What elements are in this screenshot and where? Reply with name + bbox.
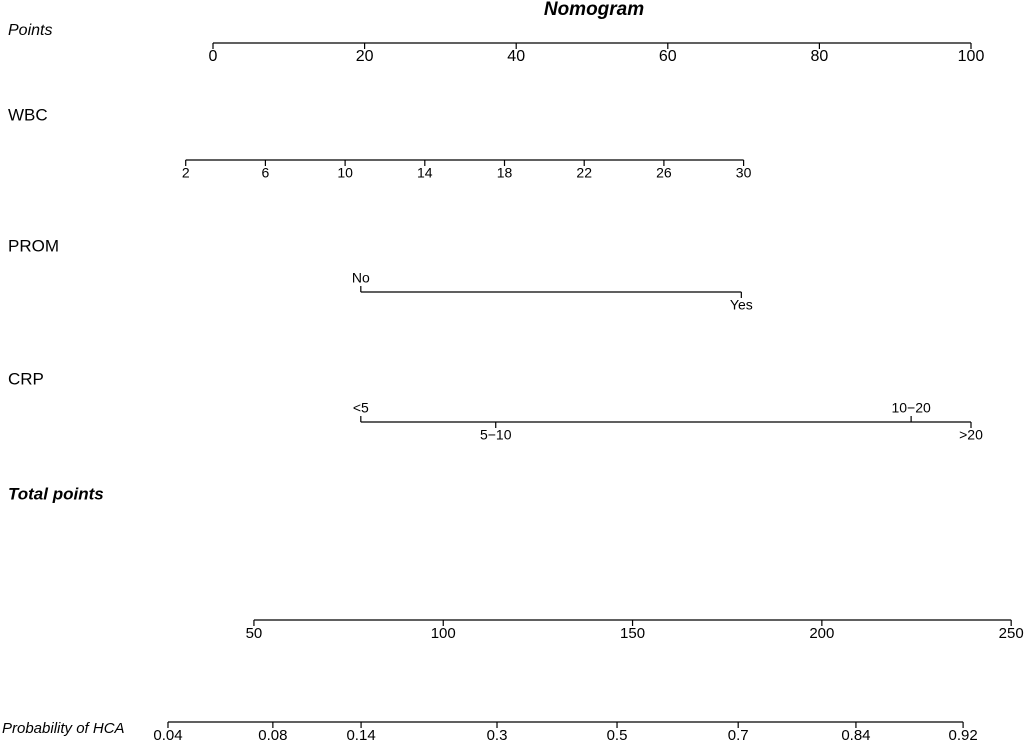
row-label: CRP (8, 369, 44, 388)
tick-label: 0.7 (728, 727, 749, 744)
tick-label: 30 (736, 165, 752, 181)
tick-label: 80 (811, 48, 829, 65)
row-label: Total points (8, 484, 104, 503)
tick-label: 26 (656, 165, 672, 181)
tick-label: 20 (356, 48, 374, 65)
tick-label: 10 (337, 165, 353, 181)
tick-label: 100 (431, 625, 456, 642)
category-label: Yes (730, 297, 753, 313)
category-label: 10−20 (891, 400, 931, 416)
tick-label: 0.04 (153, 727, 182, 744)
tick-label: 250 (999, 625, 1024, 642)
tick-label: 6 (262, 165, 270, 181)
tick-label: 0 (209, 48, 218, 65)
tick-label: 18 (497, 165, 513, 181)
row-label: PROM (8, 236, 59, 255)
category-label: <5 (353, 400, 369, 416)
tick-label: 0.92 (948, 727, 977, 744)
category-label: No (352, 270, 370, 286)
tick-label: 2 (182, 165, 190, 181)
tick-label: 60 (659, 48, 677, 65)
tick-label: 200 (809, 625, 834, 642)
chart-title: Nomogram (544, 0, 644, 20)
tick-label: 40 (507, 48, 525, 65)
category-label: >20 (959, 427, 983, 443)
tick-label: 0.5 (607, 727, 628, 744)
tick-label: 0.14 (346, 727, 375, 744)
tick-label: 100 (958, 48, 985, 65)
category-label: 5−10 (480, 427, 512, 443)
tick-label: 0.84 (841, 727, 870, 744)
row-label: Points (8, 22, 52, 39)
tick-label: 150 (620, 625, 645, 642)
tick-label: 50 (246, 625, 263, 642)
row-label: WBC (8, 105, 48, 124)
tick-label: 22 (576, 165, 592, 181)
tick-label: 14 (417, 165, 433, 181)
row-label: Probability of HCA (2, 720, 125, 737)
tick-label: 0.08 (258, 727, 287, 744)
tick-label: 0.3 (487, 727, 508, 744)
